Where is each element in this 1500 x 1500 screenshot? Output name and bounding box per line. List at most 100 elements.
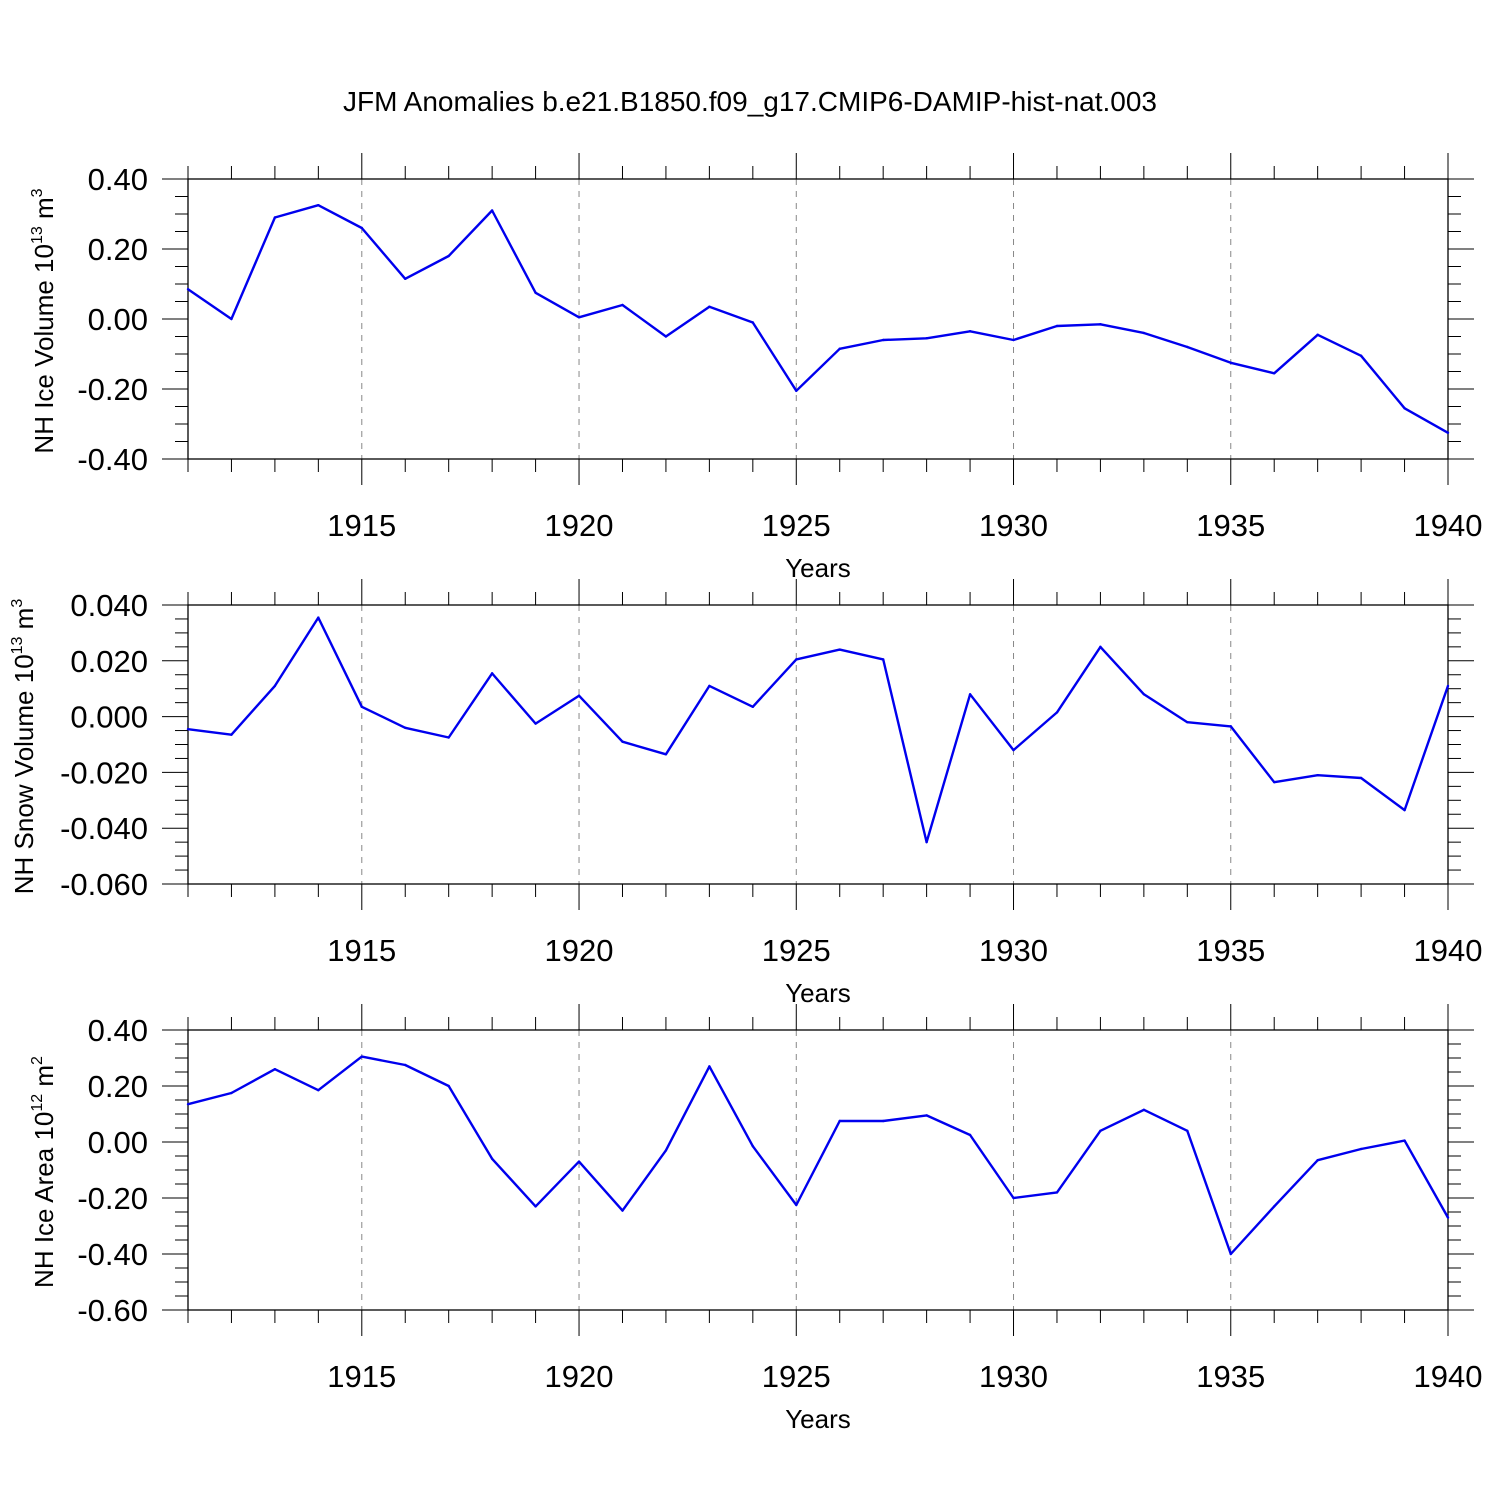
data-point — [273, 216, 277, 219]
y-tick-label: 0.20 — [88, 1069, 148, 1104]
x-tick-label: 1925 — [762, 1359, 831, 1394]
y-tick-label: -0.040 — [60, 811, 148, 846]
data-point — [1316, 1159, 1319, 1162]
x-tick-label: 1935 — [1196, 933, 1265, 968]
data-point — [1099, 323, 1102, 326]
y-tick-label: -0.40 — [77, 1237, 148, 1272]
data-point — [490, 672, 494, 675]
data-point — [925, 1114, 928, 1117]
data-point — [1229, 1252, 1232, 1256]
data-point — [1012, 338, 1015, 342]
data-point — [1142, 331, 1146, 335]
data-point — [1142, 693, 1146, 696]
data-point — [1446, 684, 1450, 688]
y-axis-label: NH Ice Volume 1013 m3 — [29, 188, 59, 453]
figure-title: JFM Anomalies b.e21.B1850.f09_g17.CMIP6-… — [343, 86, 1157, 117]
data-point — [795, 1203, 798, 1207]
data-point — [1229, 361, 1232, 364]
data-point — [447, 736, 450, 739]
data-point — [751, 705, 755, 709]
x-tick-label: 1915 — [327, 1359, 396, 1394]
y-tick-label: 0.040 — [70, 588, 148, 623]
x-tick-label: 1925 — [762, 508, 831, 543]
data-point — [1142, 1108, 1146, 1112]
data-point — [1012, 1196, 1015, 1200]
data-point — [186, 288, 190, 291]
x-tick-label: 1925 — [762, 933, 831, 968]
data-point — [404, 1063, 407, 1067]
data-point — [360, 705, 363, 709]
data-point — [534, 722, 537, 725]
data-point — [186, 727, 190, 731]
data-point — [1273, 780, 1276, 784]
data-point — [1186, 720, 1189, 724]
data-point — [664, 1149, 668, 1152]
data-point — [838, 1119, 841, 1123]
x-tick-label: 1930 — [979, 933, 1048, 968]
y-tick-label: 0.40 — [88, 1013, 148, 1048]
x-tick-label: 1920 — [545, 933, 614, 968]
series-line — [187, 1055, 1450, 1256]
x-tick-label: 1930 — [979, 508, 1048, 543]
y-axis-label: NH Ice Area 1012 m2 — [29, 1056, 59, 1288]
data-point — [534, 1205, 537, 1208]
data-point — [838, 347, 841, 350]
panel-3: -0.60 -0.40 -0.20 0.00 0.20 0.40 1915 1920 1925 1… — [29, 1004, 1482, 1434]
x-tick-label: 1920 — [545, 1359, 614, 1394]
x-tick-label: 1915 — [327, 508, 396, 543]
y-tick-label: -0.020 — [60, 755, 148, 790]
data-point — [1403, 407, 1406, 410]
y-tick-label: 0.40 — [88, 162, 148, 197]
data-point — [186, 1103, 190, 1106]
x-tick-label: 1930 — [979, 1359, 1048, 1394]
data-point — [577, 1160, 581, 1163]
data-point — [925, 337, 928, 340]
data-point — [708, 305, 711, 308]
x-axis-label: Years — [785, 1404, 851, 1434]
data-point — [1359, 354, 1363, 357]
data-point — [968, 1133, 972, 1137]
data-point — [273, 1068, 277, 1071]
data-point — [664, 753, 668, 756]
data-point — [751, 321, 755, 324]
x-tick-label: 1935 — [1196, 1359, 1265, 1394]
data-point — [881, 1119, 885, 1123]
data-point — [317, 204, 320, 207]
y-tick-label: 0.00 — [88, 302, 148, 337]
data-point — [1099, 1129, 1102, 1133]
plot-frame — [187, 178, 1449, 460]
data-point — [1403, 1139, 1406, 1142]
data-point — [447, 254, 450, 258]
y-tick-label: -0.20 — [77, 1181, 148, 1216]
data-point — [881, 338, 885, 342]
data-point — [1273, 1205, 1276, 1208]
data-point — [664, 335, 668, 338]
data-point — [621, 1209, 624, 1212]
data-point — [1055, 711, 1059, 714]
data-point — [1099, 645, 1102, 649]
data-point — [968, 330, 972, 333]
x-tick-label: 1920 — [545, 508, 614, 543]
data-point — [795, 658, 798, 661]
data-point — [1055, 1191, 1059, 1194]
data-point — [1446, 431, 1450, 434]
data-point — [534, 291, 537, 294]
data-point — [1446, 1216, 1450, 1219]
data-point — [751, 1145, 755, 1148]
plot-frame — [187, 604, 1449, 885]
series-line — [187, 616, 1450, 844]
data-point — [1186, 345, 1189, 349]
data-point — [273, 684, 277, 688]
y-tick-label: -0.060 — [60, 867, 148, 902]
x-tick-label: 1935 — [1196, 508, 1265, 543]
data-point — [1403, 808, 1406, 812]
data-point — [447, 1084, 450, 1088]
data-point — [360, 226, 363, 230]
data-point — [577, 694, 581, 697]
x-tick-label: 1940 — [1414, 933, 1483, 968]
data-point — [230, 733, 233, 736]
x-tick-label: 1940 — [1414, 508, 1483, 543]
y-tick-label: 0.20 — [88, 232, 148, 267]
data-point — [1316, 333, 1319, 336]
